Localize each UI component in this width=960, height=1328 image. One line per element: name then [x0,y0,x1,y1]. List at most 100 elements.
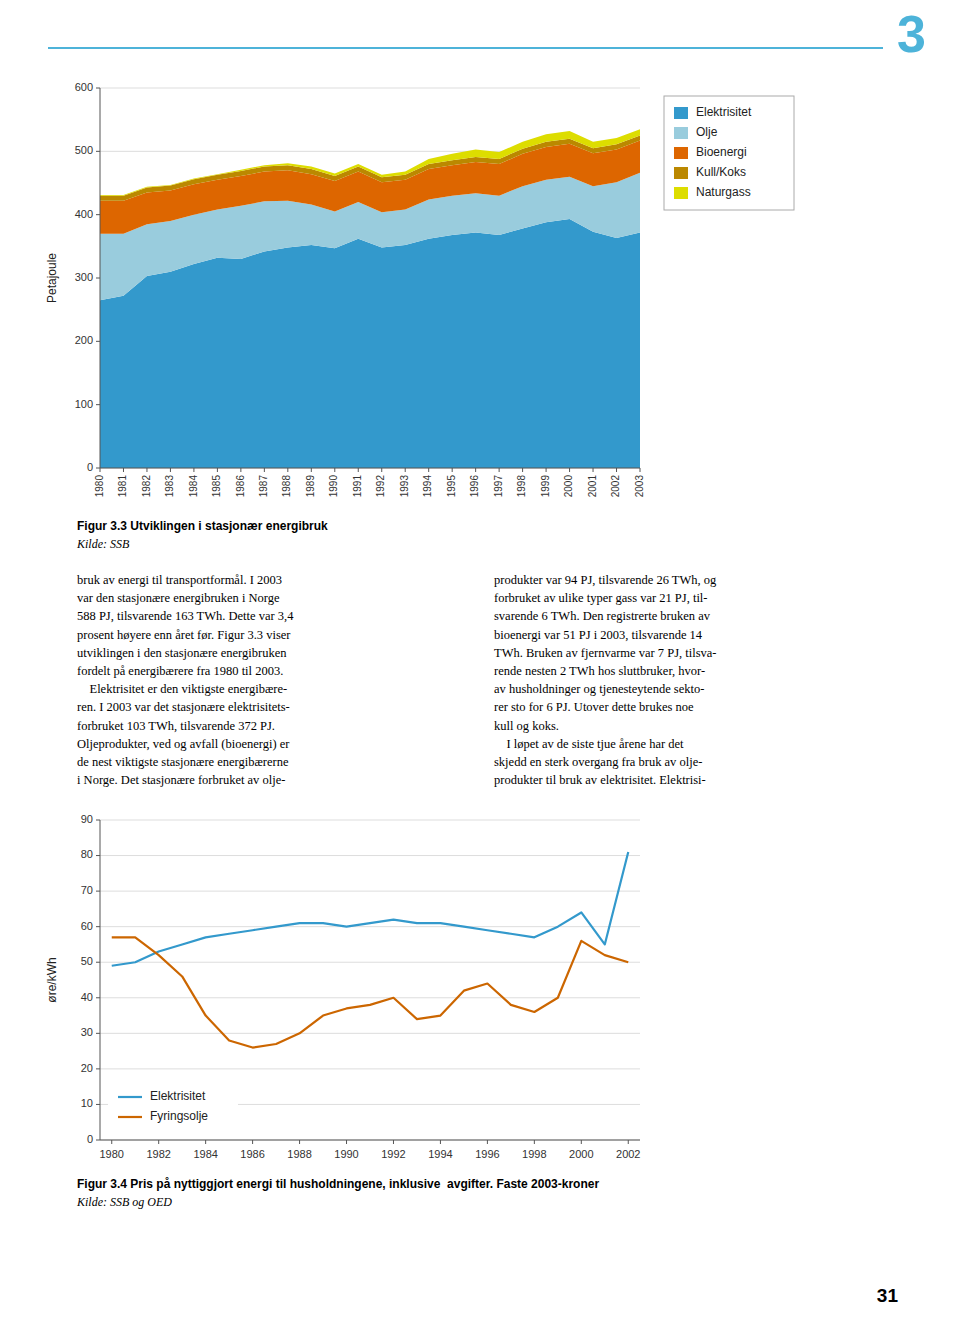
x-tick-label: 1991 [352,475,363,498]
y-axis [100,88,101,468]
legend: ElektrisitetOljeBioenergiKull/KoksNaturg… [664,96,794,210]
y-tick [96,1140,100,1141]
x-tick-label: 2001 [587,475,598,498]
x-tick [428,468,429,472]
x-tick-label: 2003 [634,475,645,498]
x-tick [299,1140,300,1144]
x-tick-label: 1980 [99,1148,123,1160]
x-tick-label: 1995 [446,475,457,498]
area-series [100,136,640,201]
x-tick [546,468,547,472]
legend-label: Elektrisitet [150,1089,206,1103]
x-tick [252,1140,253,1144]
grid-line [100,962,640,963]
x-tick-label: 1992 [381,1148,405,1160]
x-tick-label: 1986 [235,475,246,498]
x-tick-label: 1998 [522,1148,546,1160]
line-series [112,852,629,966]
x-tick-label: 1985 [211,475,222,498]
chapter-number: 3 [897,5,926,63]
x-tick [487,1140,488,1144]
y-tick-label: 0 [87,1133,93,1145]
page-background [0,0,960,1328]
x-tick [334,468,335,472]
y-tick-label: 400 [75,208,93,220]
y-tick-label: 100 [75,398,93,410]
figure-source: Kilde: SSB og OED [76,1195,172,1209]
y-tick-label: 500 [75,144,93,156]
y-tick-label: 600 [75,81,93,93]
x-tick [264,468,265,472]
x-tick [346,1140,347,1144]
x-tick-label: 1982 [146,1148,170,1160]
y-tick [96,855,100,856]
x-tick-label: 1996 [475,1148,499,1160]
chart: 0102030405060708090198019821984198619881… [45,813,641,1160]
x-tick-label: 1990 [334,1148,358,1160]
legend-swatch [674,187,688,199]
y-tick-label: 300 [75,271,93,283]
x-tick [452,468,453,472]
header-rule [48,47,883,49]
x-tick-label: 1988 [287,1148,311,1160]
x-tick [393,1140,394,1144]
grid-line [100,1068,640,1069]
y-tick-label: 70 [81,884,93,896]
page-number: 31 [877,1285,899,1306]
legend: ElektrisitetFyringsolje [108,1080,238,1134]
y-axis-label: øre/kWh [45,957,59,1002]
area-series [100,129,640,196]
x-tick [358,468,359,472]
x-tick [111,1140,112,1144]
y-tick [96,820,100,821]
y-tick [96,1033,100,1034]
page: 3010020030040050060019801981198219831984… [0,0,960,1328]
x-tick-label: 1988 [281,475,292,498]
x-tick-label: 1994 [428,1148,452,1160]
x-tick-label: 1980 [94,475,105,498]
x-tick [146,468,147,472]
figure-caption: Figur 3.3 Utviklingen i stasjonær energi… [77,519,328,533]
x-tick-label: 1993 [399,475,410,498]
y-tick-label: 0 [87,461,93,473]
y-tick-label: 50 [81,955,93,967]
legend-swatch [674,147,688,159]
figure-caption: Figur 3.4 Pris på nyttiggjort energi til… [77,1177,599,1191]
x-tick-label: 1983 [164,475,175,498]
x-tick [405,468,406,472]
x-tick [123,468,124,472]
legend-box [664,96,794,210]
plot-area [112,852,629,1048]
x-tick-label: 1994 [422,475,433,498]
x-tick-label: 1998 [516,475,527,498]
y-tick [96,1068,100,1069]
grid-line [100,468,640,469]
x-tick [475,468,476,472]
grid-line [100,891,640,892]
y-tick-label: 90 [81,813,93,825]
x-axis [100,1140,640,1141]
y-tick-label: 40 [81,991,93,1003]
line-series [112,937,629,1047]
y-tick [96,151,100,152]
x-tick [158,1140,159,1144]
legend-swatch [674,107,688,119]
y-tick [96,962,100,963]
x-tick-label: 2002 [616,1148,640,1160]
y-tick-label: 10 [81,1097,93,1109]
x-tick-label: 2002 [610,475,621,498]
x-tick [240,468,241,472]
legend-swatch [674,127,688,139]
x-tick-label: 2000 [563,475,574,498]
y-axis-label: Petajoule [45,253,59,303]
chart: 0100200300400500600198019811982198319841… [45,81,794,497]
x-tick [534,1140,535,1144]
x-tick [217,468,218,472]
x-tick [581,1140,582,1144]
x-tick-label: 1999 [540,475,551,498]
y-tick [96,926,100,927]
plot-area [100,129,640,468]
y-tick [96,1104,100,1105]
y-tick-label: 30 [81,1026,93,1038]
x-tick-label: 1986 [240,1148,264,1160]
